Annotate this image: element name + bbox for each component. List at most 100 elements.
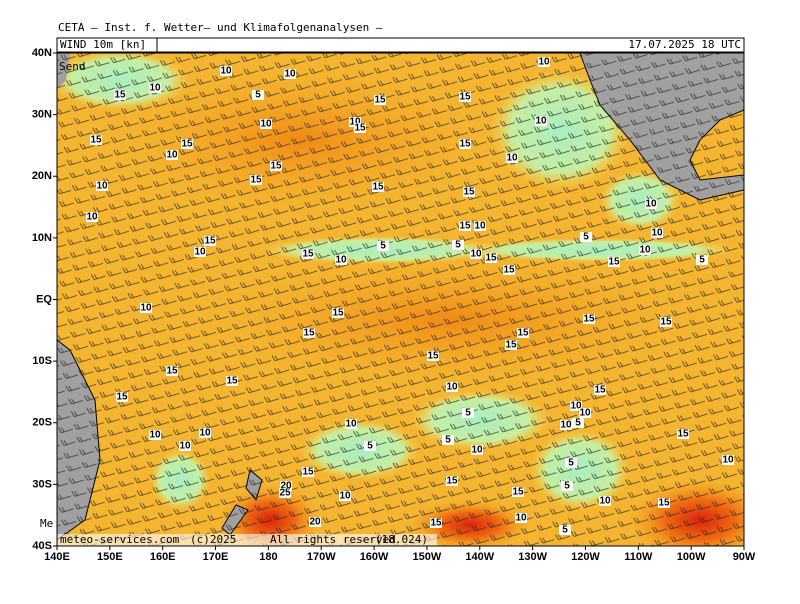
- label-bg: [114, 90, 126, 100]
- contour-label: 15: [116, 392, 128, 403]
- side-text: Send: [59, 60, 86, 73]
- contour-label: 15: [583, 314, 595, 325]
- footer-rights: All rights reserved: [270, 533, 396, 546]
- label-bg: [166, 150, 178, 160]
- label-bg: [364, 441, 376, 451]
- contour-label: 10: [284, 69, 296, 80]
- label-bg: [470, 249, 482, 259]
- contour-label: 10: [96, 181, 108, 192]
- label-bg: [559, 525, 571, 535]
- label-bg: [722, 455, 734, 465]
- contour-label: 10: [506, 153, 518, 164]
- contour-label: 20: [309, 517, 321, 528]
- lon-label: 110W: [624, 551, 653, 563]
- label-bg: [506, 153, 518, 163]
- label-bg: [339, 491, 351, 501]
- label-bg: [503, 265, 515, 275]
- lat-label: 40N: [32, 47, 52, 59]
- contour-label: 5: [445, 435, 451, 446]
- contour-label: 5: [568, 458, 574, 469]
- contour-label: 15: [90, 135, 102, 146]
- label-bg: [463, 187, 475, 197]
- label-bg: [565, 458, 577, 468]
- contour-label: 10: [179, 441, 191, 452]
- label-bg: [149, 430, 161, 440]
- contour-label: 5: [367, 441, 373, 452]
- label-bg: [226, 376, 238, 386]
- label-bg: [446, 476, 458, 486]
- contour-label: 10: [599, 496, 611, 507]
- label-bg: [651, 228, 663, 238]
- lon-label: 150E: [97, 551, 123, 563]
- contour-label: 15: [226, 376, 238, 387]
- label-bg: [608, 257, 620, 267]
- contour-label: 10: [335, 255, 347, 266]
- contour-label: 15: [485, 253, 497, 264]
- label-bg: [430, 518, 442, 528]
- label-bg: [377, 241, 389, 251]
- label-bg: [279, 488, 291, 498]
- lon-label: 140W: [465, 551, 494, 563]
- side-text: Me: [40, 517, 53, 530]
- contour-label: 15: [505, 340, 517, 351]
- contour-label: 10: [140, 303, 152, 314]
- contour-label: 10: [149, 430, 161, 441]
- label-bg: [149, 83, 161, 93]
- lat-label: 20S: [32, 417, 52, 429]
- lon-label: 160E: [150, 551, 176, 563]
- contour-label: 5: [255, 90, 261, 101]
- contour-label: 10: [474, 221, 486, 232]
- contour-label: 15: [594, 385, 606, 396]
- contour-label: 5: [380, 241, 386, 252]
- lon-label: 150W: [413, 551, 442, 563]
- header-title: CETA — Inst. f. Wetter— und Klimafolgena…: [58, 21, 383, 34]
- contour-label: 5: [465, 408, 471, 419]
- contour-label: 15: [374, 95, 386, 106]
- contour-label: 15: [430, 518, 442, 529]
- label-bg: [309, 517, 321, 527]
- label-bg: [302, 249, 314, 259]
- contour-label: 15: [166, 366, 178, 377]
- label-bg: [372, 182, 384, 192]
- label-bg: [535, 116, 547, 126]
- lon-label: 180: [259, 551, 277, 563]
- label-bg: [284, 69, 296, 79]
- contour-label: 10: [149, 83, 161, 94]
- label-bg: [349, 117, 361, 127]
- label-bg: [374, 95, 386, 105]
- lon-label: 130W: [518, 551, 547, 563]
- label-bg: [645, 199, 657, 209]
- lat-label: 30N: [32, 109, 52, 121]
- label-bg: [302, 467, 314, 477]
- contour-label: 10: [260, 119, 272, 130]
- label-bg: [517, 328, 529, 338]
- valid-time: 17.07.2025 18 UTC: [628, 38, 741, 51]
- label-bg: [220, 66, 232, 76]
- lat-label: 10S: [32, 355, 52, 367]
- label-bg: [252, 90, 264, 100]
- footer-site: meteo-services.com: [60, 533, 180, 546]
- label-bg: [96, 181, 108, 191]
- contour-label: 10: [470, 249, 482, 260]
- label-bg: [199, 428, 211, 438]
- label-bg: [459, 221, 471, 231]
- lon-label: 170E: [203, 551, 229, 563]
- label-bg: [462, 408, 474, 418]
- label-bg: [599, 496, 611, 506]
- contour-label: 10: [570, 401, 582, 412]
- label-bg: [354, 123, 366, 133]
- label-bg: [639, 245, 651, 255]
- label-bg: [116, 392, 128, 402]
- label-bg: [512, 487, 524, 497]
- contour-label: 15: [302, 249, 314, 260]
- contour-label: 15: [427, 351, 439, 362]
- contour-label: 15: [204, 236, 216, 247]
- label-bg: [505, 340, 517, 350]
- lon-label: 170W: [307, 551, 336, 563]
- contour-label: 5: [564, 481, 570, 492]
- contour-label: 15: [459, 139, 471, 150]
- label-bg: [181, 139, 193, 149]
- lat-label: 40S: [32, 540, 52, 552]
- label-bg: [696, 255, 708, 265]
